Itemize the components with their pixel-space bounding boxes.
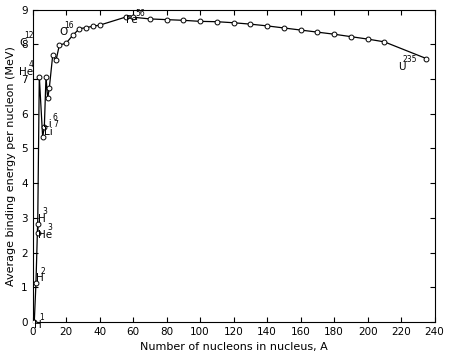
Text: H: H [38, 214, 45, 224]
Text: He: He [38, 230, 52, 240]
Text: 7: 7 [54, 120, 58, 129]
Y-axis label: Average binding energy per nucleon (MeV): Average binding energy per nucleon (MeV) [5, 46, 16, 286]
Text: 12: 12 [24, 31, 33, 40]
Text: H: H [36, 274, 44, 284]
X-axis label: Number of nucleons in nucleus, A: Number of nucleons in nucleus, A [140, 343, 328, 352]
Text: Li: Li [43, 119, 51, 129]
Text: 4: 4 [29, 60, 33, 69]
Text: O: O [59, 27, 68, 37]
Text: 1: 1 [39, 313, 44, 322]
Text: 6: 6 [52, 113, 57, 122]
Text: Fe: Fe [126, 15, 138, 25]
Text: 2: 2 [40, 267, 45, 276]
Text: 3: 3 [42, 207, 47, 216]
Text: H: H [34, 320, 42, 330]
Text: 56: 56 [136, 9, 145, 18]
Text: 16: 16 [64, 21, 74, 30]
Text: C: C [19, 38, 27, 48]
Text: He: He [19, 67, 33, 77]
Text: U: U [398, 62, 405, 72]
Text: Li: Li [44, 127, 53, 137]
Text: 235: 235 [402, 55, 417, 64]
Text: 3: 3 [47, 223, 52, 232]
